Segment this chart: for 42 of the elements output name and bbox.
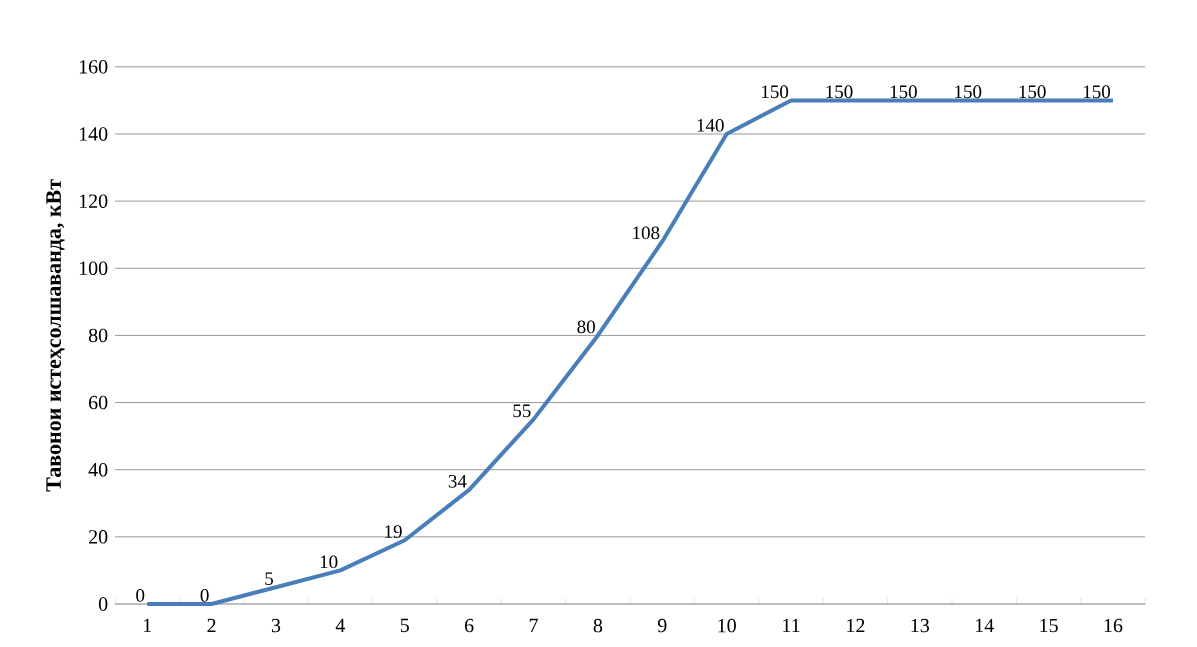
- data-label: 108: [633, 226, 660, 240]
- x-tick-label: 2: [207, 618, 216, 633]
- x-tick-label: 3: [271, 618, 281, 633]
- data-label: 150: [1083, 85, 1111, 99]
- x-tick-label: 5: [400, 618, 409, 633]
- x-tick-label: 11: [783, 618, 800, 633]
- x-tick-label: 16: [1104, 618, 1123, 633]
- y-tick-label: 40: [88, 462, 108, 477]
- y-tick-label: 120: [79, 194, 108, 208]
- data-label: 10: [320, 555, 338, 569]
- data-label: 0: [136, 588, 145, 602]
- x-tick-label: 13: [911, 618, 930, 633]
- x-tick-label: 1: [143, 618, 151, 633]
- data-label: 150: [1019, 85, 1046, 99]
- data-label: 19: [385, 525, 402, 539]
- x-tick-label: 10: [718, 618, 736, 633]
- x-tick-label: 4: [335, 618, 346, 633]
- y-tick-label: 160: [79, 60, 108, 74]
- data-label: 34: [448, 474, 467, 488]
- x-tick-label: 15: [1040, 618, 1058, 633]
- x-tick-label: 7: [529, 618, 538, 632]
- data-label: 150: [826, 85, 853, 99]
- data-label: 0: [200, 588, 209, 602]
- y-tick-label: 0: [98, 597, 108, 611]
- data-label: 150: [890, 85, 917, 99]
- x-tick-label: 6: [464, 618, 474, 633]
- data-label: 80: [577, 320, 595, 334]
- y-tick-label: 60: [88, 395, 108, 410]
- data-label: 150: [762, 85, 789, 99]
- y-tick-label: 140: [79, 127, 108, 141]
- y-tick-label: 20: [89, 530, 108, 544]
- x-tick-label: 8: [593, 618, 603, 633]
- data-label: 140: [697, 118, 724, 132]
- y-tick-label: 80: [88, 328, 108, 343]
- y-axis-title: Тавонои истеҳсолшаванда, кВт: [46, 179, 65, 492]
- data-label: 55: [513, 404, 531, 418]
- x-tick-label: 9: [657, 618, 667, 633]
- data-label: 150: [955, 85, 982, 99]
- x-tick-label: 14: [975, 618, 994, 633]
- x-tick-label: 12: [847, 618, 865, 633]
- data-label: 5: [265, 572, 274, 586]
- y-tick-label: 100: [79, 261, 108, 276]
